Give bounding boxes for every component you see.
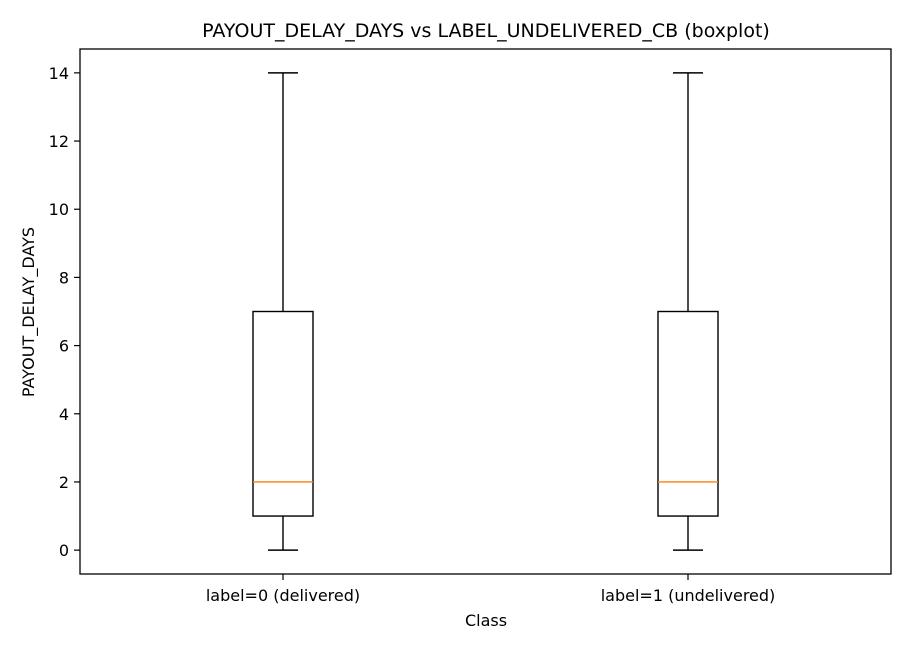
y-tick-label: 8 <box>59 268 69 287</box>
y-axis-label: PAYOUT_DELAY_DAYS <box>19 227 39 397</box>
y-tick-label: 0 <box>59 541 69 560</box>
y-tick-label: 6 <box>59 337 69 356</box>
x-tick-label: label=1 (undelivered) <box>601 586 776 605</box>
y-tick-label: 2 <box>59 473 69 492</box>
y-tick-label: 10 <box>49 200 69 219</box>
box-1 <box>657 72 719 551</box>
y-tick-label: 14 <box>49 64 69 83</box>
x-tick-label: label=0 (delivered) <box>206 586 360 605</box>
iqr-box <box>657 310 719 517</box>
iqr-box <box>252 310 314 517</box>
boxes <box>252 72 719 551</box>
y-tick-label: 4 <box>59 405 69 424</box>
chart-title: PAYOUT_DELAY_DAYS vs LABEL_UNDELIVERED_C… <box>202 20 770 42</box>
y-tick-label: 12 <box>49 132 69 151</box>
y-axis: 0 2 4 6 8 10 12 14 <box>49 64 80 560</box>
x-axis-label: Class <box>465 611 507 630</box>
x-axis: label=0 (delivered) label=1 (undelivered) <box>206 574 775 605</box>
box-0 <box>252 72 314 551</box>
plot-area-frame <box>79 48 892 575</box>
